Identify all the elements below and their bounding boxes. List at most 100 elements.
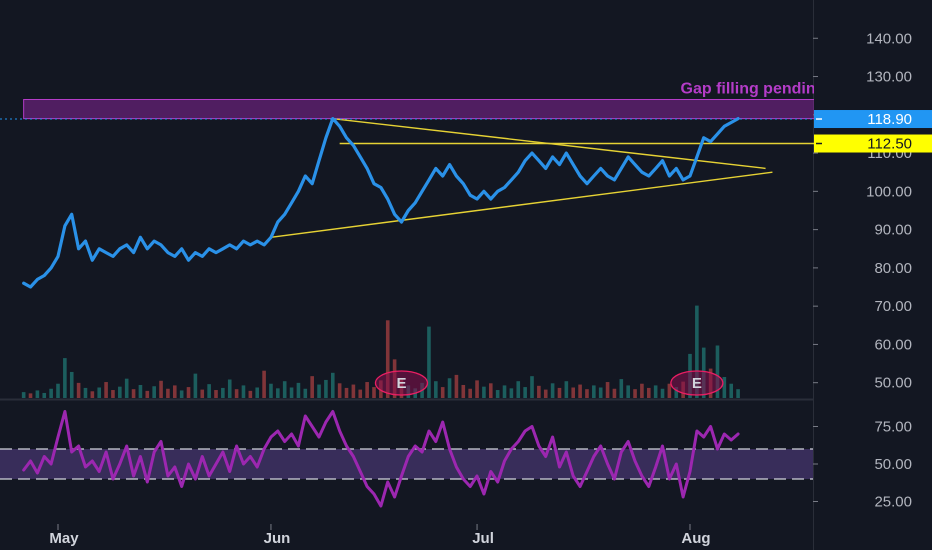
- volume-bar: [214, 390, 218, 398]
- volume-bar: [28, 393, 33, 398]
- volume-bar: [640, 383, 644, 398]
- volume-bar: [722, 377, 727, 398]
- volume-bar: [330, 372, 335, 398]
- volume-bar: [695, 305, 699, 398]
- trendline-ascending[interactable]: [270, 171, 773, 238]
- volume-bar: [475, 380, 479, 398]
- level-price-label[interactable]: [814, 134, 932, 153]
- volume-bar: [509, 388, 514, 398]
- price-tick-label: 50.00: [874, 375, 912, 392]
- volume-bar: [310, 376, 314, 398]
- volume-bar: [172, 385, 177, 398]
- time-axis[interactable]: May Jun Jul Aug: [49, 524, 711, 547]
- volume-bar: [289, 387, 294, 398]
- level-price-text: 112.50: [867, 136, 912, 153]
- volume-bar: [193, 373, 198, 398]
- gap-zone: [23, 99, 828, 120]
- volume-bar: [262, 370, 266, 398]
- volume-bar: [482, 386, 486, 398]
- volume-bar: [97, 387, 102, 398]
- price-axis[interactable]: 50.0060.0070.0080.0090.00100.00110.00120…: [813, 0, 932, 550]
- volume-bar: [440, 387, 445, 398]
- volume-bar: [667, 383, 672, 398]
- volume-bar: [166, 388, 170, 398]
- volume-bar: [365, 382, 369, 398]
- earnings-badge[interactable]: [670, 370, 724, 396]
- price-tick-label: 90.00: [874, 222, 912, 239]
- volume-bar: [90, 391, 95, 398]
- volume-bar: [605, 382, 610, 398]
- price-tick-label: 70.00: [874, 298, 912, 315]
- volume-bar: [516, 381, 521, 398]
- volume-bar: [21, 392, 26, 398]
- volume-bar: [715, 345, 720, 398]
- volume-bar: [49, 388, 53, 398]
- volume-bar: [241, 385, 246, 398]
- price-tick-label: 130.00: [866, 69, 912, 86]
- volume-bar: [207, 384, 211, 398]
- volume-bar: [35, 390, 40, 398]
- volume-bar: [234, 389, 239, 398]
- volume-bar: [344, 387, 349, 398]
- volume-bar: [427, 326, 431, 398]
- price-line: [22, 117, 740, 289]
- volume-bar: [530, 376, 534, 398]
- trendlines[interactable]: [270, 117, 897, 238]
- volume-bar: [255, 387, 260, 398]
- volume-bar: [138, 384, 143, 398]
- volume-bar: [447, 378, 452, 398]
- month-tick-label: Jul: [472, 530, 494, 547]
- volume-bar: [317, 384, 321, 398]
- volume-bar: [578, 384, 582, 398]
- volume-bar: [557, 387, 562, 398]
- gap-annotation-text[interactable]: Gap filling pending: [681, 81, 826, 98]
- volume-bar: [56, 383, 60, 398]
- price-tick-label: 140.00: [866, 30, 912, 47]
- volume-bar: [358, 389, 363, 398]
- price-tick-label: 80.00: [874, 260, 912, 277]
- earnings-badge-label: E: [396, 375, 406, 392]
- volume-bar: [454, 374, 459, 398]
- volume-bar: [633, 389, 637, 398]
- month-tick-label: Jun: [264, 530, 291, 547]
- volume-bar: [571, 387, 576, 398]
- volume-bar: [269, 383, 273, 398]
- volume-bar: [550, 383, 555, 398]
- volume-bar: [461, 384, 466, 398]
- volume-bar: [69, 371, 74, 398]
- volume-bar: [674, 387, 679, 398]
- volume-bar: [653, 385, 658, 398]
- gap-zone-rect[interactable]: [23, 99, 828, 120]
- earnings-badge[interactable]: [374, 370, 429, 396]
- volume-bar: [324, 379, 328, 398]
- volume-bar: [372, 387, 376, 398]
- oscillator-tick-label: 75.00: [874, 419, 912, 436]
- volume-bar: [626, 385, 630, 398]
- volume-bar: [63, 358, 67, 398]
- oscillator-line: [22, 410, 740, 508]
- volume-bar: [585, 389, 589, 398]
- volume-bar: [276, 388, 280, 398]
- volume-bar: [502, 385, 507, 398]
- volume-bar: [468, 388, 472, 398]
- month-tick-label: Aug: [681, 530, 710, 547]
- volume-bar: [159, 380, 163, 398]
- volume-bar: [179, 390, 184, 398]
- last-price-label[interactable]: [814, 110, 932, 129]
- volume-bar: [118, 386, 122, 398]
- volume-bar: [729, 383, 734, 398]
- volume-bar: [42, 392, 47, 398]
- volume-bar: [351, 384, 356, 398]
- volume-bar: [564, 381, 569, 398]
- volume-bar: [124, 378, 129, 398]
- volume-bar: [282, 381, 287, 398]
- volume-bar: [434, 381, 438, 398]
- volume-bar: [186, 387, 191, 398]
- volume-bar: [523, 387, 527, 398]
- volume-bar: [337, 383, 342, 398]
- volume-bar: [248, 390, 253, 398]
